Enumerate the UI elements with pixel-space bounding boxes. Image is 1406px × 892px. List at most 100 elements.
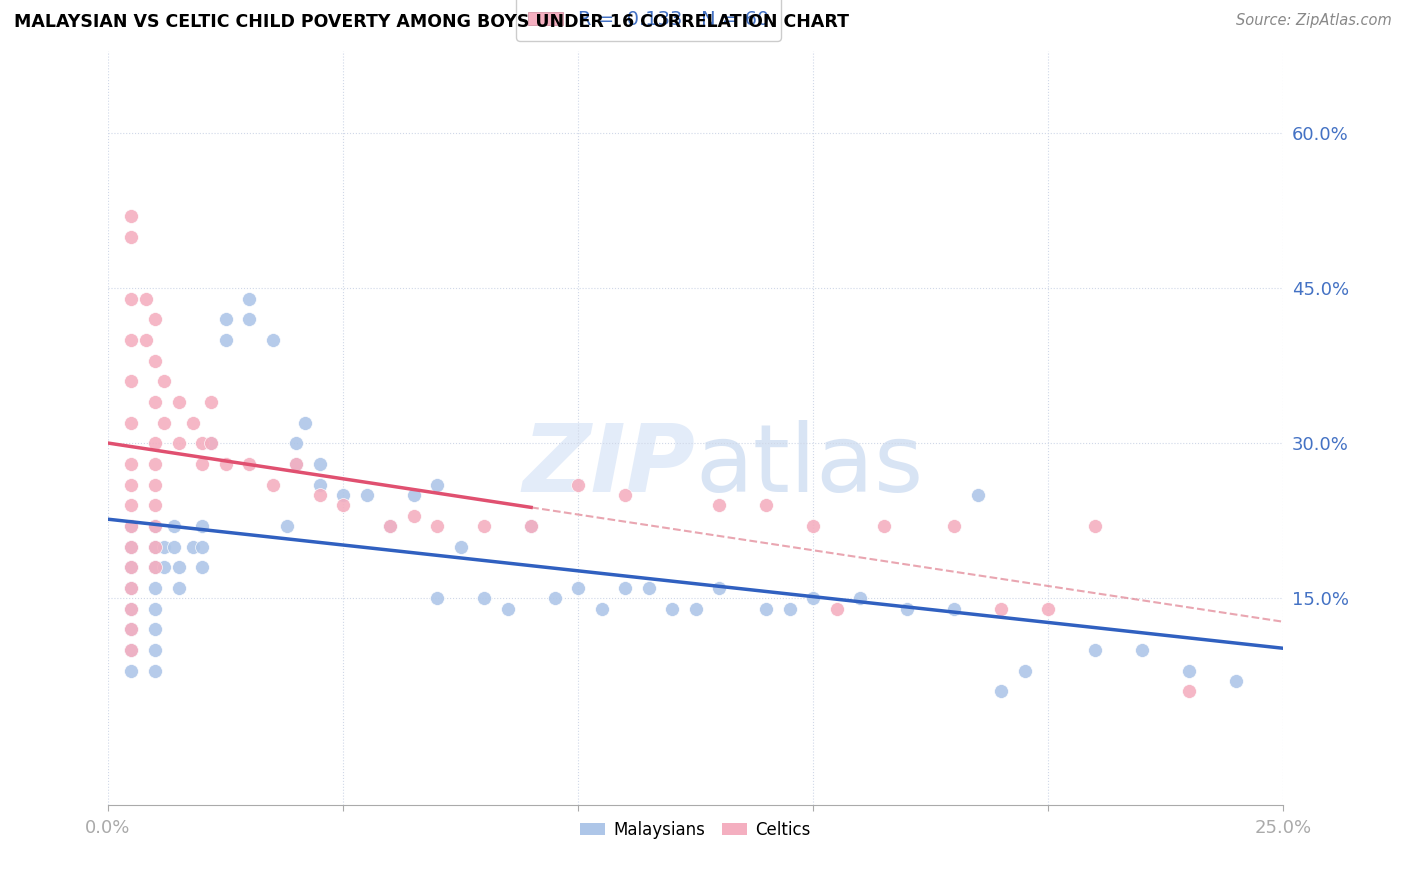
Point xyxy=(896,601,918,615)
Point xyxy=(238,457,260,471)
Point xyxy=(143,436,166,450)
Point xyxy=(755,499,778,513)
Point xyxy=(214,333,236,347)
Point xyxy=(143,477,166,491)
Point xyxy=(873,519,896,533)
Point xyxy=(943,519,966,533)
Point xyxy=(153,375,176,389)
Point xyxy=(121,581,143,595)
Point xyxy=(285,457,308,471)
Point xyxy=(121,601,143,615)
Point xyxy=(143,353,166,368)
Point xyxy=(191,457,214,471)
Point xyxy=(153,416,176,430)
Point xyxy=(1084,519,1107,533)
Point xyxy=(426,477,449,491)
Point xyxy=(1130,643,1153,657)
Point xyxy=(143,601,166,615)
Point xyxy=(520,519,543,533)
Point xyxy=(200,436,222,450)
Point xyxy=(121,601,143,615)
Point xyxy=(121,229,143,244)
Point xyxy=(121,560,143,574)
Point xyxy=(121,477,143,491)
Point xyxy=(191,519,214,533)
Point xyxy=(143,519,166,533)
Point xyxy=(801,519,824,533)
Point xyxy=(191,540,214,554)
Point xyxy=(121,333,143,347)
Point xyxy=(567,477,589,491)
Text: atlas: atlas xyxy=(696,419,924,511)
Point xyxy=(990,601,1012,615)
Point xyxy=(308,477,330,491)
Point xyxy=(153,540,176,554)
Point xyxy=(637,581,659,595)
Point xyxy=(121,560,143,574)
Point xyxy=(143,643,166,657)
Point xyxy=(143,395,166,409)
Point xyxy=(496,601,519,615)
Point xyxy=(285,436,308,450)
Point xyxy=(709,499,731,513)
Point xyxy=(426,519,449,533)
Point xyxy=(262,477,284,491)
Point xyxy=(121,581,143,595)
Point xyxy=(450,540,472,554)
Point xyxy=(1178,684,1201,698)
Point xyxy=(167,560,190,574)
Point xyxy=(121,643,143,657)
Point xyxy=(200,395,222,409)
Point xyxy=(943,601,966,615)
Point xyxy=(121,499,143,513)
Point xyxy=(143,540,166,554)
Point xyxy=(135,292,157,306)
Point xyxy=(121,292,143,306)
Point xyxy=(181,416,204,430)
Point xyxy=(167,395,190,409)
Point xyxy=(285,457,308,471)
Point xyxy=(801,591,824,606)
Text: MALAYSIAN VS CELTIC CHILD POVERTY AMONG BOYS UNDER 16 CORRELATION CHART: MALAYSIAN VS CELTIC CHILD POVERTY AMONG … xyxy=(14,13,849,31)
Point xyxy=(121,540,143,554)
Point xyxy=(591,601,613,615)
Point xyxy=(153,560,176,574)
Point xyxy=(121,519,143,533)
Point xyxy=(191,436,214,450)
Point xyxy=(294,416,316,430)
Point xyxy=(990,684,1012,698)
Point xyxy=(402,508,425,523)
Point xyxy=(378,519,401,533)
Point xyxy=(614,488,637,502)
Point xyxy=(1178,664,1201,678)
Point xyxy=(143,560,166,574)
Point xyxy=(121,664,143,678)
Point xyxy=(163,540,186,554)
Point xyxy=(135,333,157,347)
Point xyxy=(332,488,354,502)
Point xyxy=(402,488,425,502)
Text: Source: ZipAtlas.com: Source: ZipAtlas.com xyxy=(1236,13,1392,29)
Point xyxy=(163,519,186,533)
Point xyxy=(1038,601,1060,615)
Point xyxy=(1084,643,1107,657)
Point xyxy=(966,488,988,502)
Point xyxy=(308,488,330,502)
Point xyxy=(262,333,284,347)
Point xyxy=(143,581,166,595)
Point xyxy=(238,292,260,306)
Point xyxy=(332,499,354,513)
Point xyxy=(121,375,143,389)
Point xyxy=(685,601,707,615)
Point xyxy=(520,519,543,533)
Text: ZIP: ZIP xyxy=(523,419,696,511)
Point xyxy=(181,540,204,554)
Point xyxy=(191,560,214,574)
Point xyxy=(308,457,330,471)
Point xyxy=(661,601,683,615)
Point xyxy=(472,519,495,533)
Point xyxy=(426,591,449,606)
Point xyxy=(849,591,872,606)
Legend: Malaysians, Celtics: Malaysians, Celtics xyxy=(574,814,818,846)
Point xyxy=(276,519,298,533)
